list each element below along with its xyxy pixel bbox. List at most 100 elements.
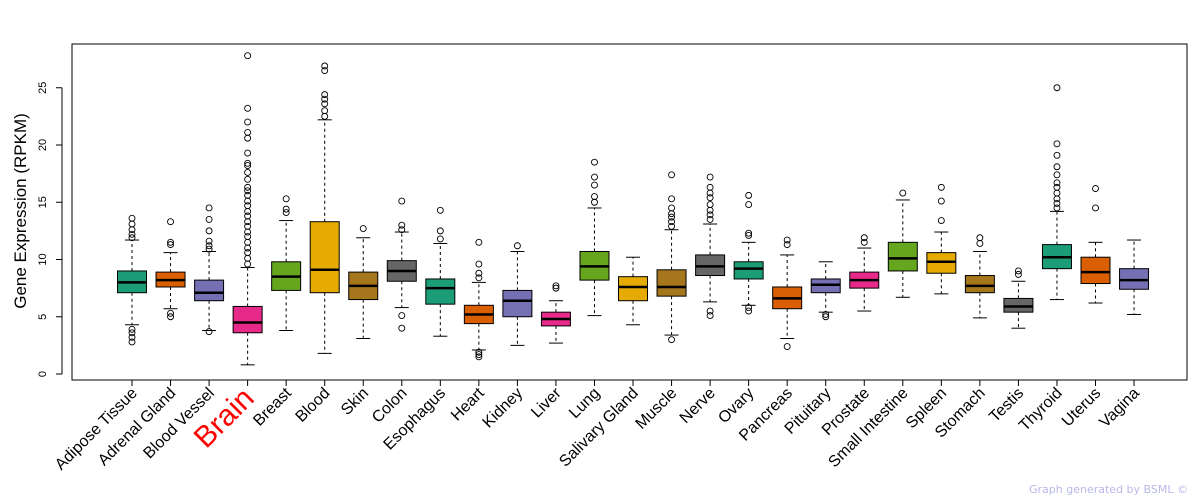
outlier-point	[244, 169, 252, 176]
outlier-point	[398, 221, 406, 229]
outlier-point	[436, 206, 444, 214]
outlier-point	[244, 207, 252, 215]
outlier-point	[244, 134, 252, 142]
y-axis-label: Gene Expression (RPKM)	[11, 113, 30, 309]
iqr-box	[656, 269, 687, 297]
outlier-point	[1053, 171, 1061, 179]
iqr-box	[232, 305, 263, 334]
outlier-point	[205, 245, 213, 253]
outlier-point	[244, 228, 252, 236]
box-small-intestine	[887, 189, 918, 298]
outlier-point	[668, 336, 676, 344]
box-colon	[386, 197, 417, 332]
box-prostate	[849, 234, 880, 312]
outlier-point	[591, 181, 598, 189]
outlier-point	[205, 242, 213, 250]
x-tick-label: Blood	[293, 385, 334, 426]
box-heart	[463, 238, 494, 361]
outlier-point	[668, 218, 676, 226]
outlier-point	[167, 238, 174, 246]
iqr-box	[887, 241, 918, 272]
outlier-point	[128, 226, 136, 234]
outlier-point	[244, 128, 252, 136]
box-lung	[579, 158, 610, 317]
outlier-point	[398, 312, 406, 320]
outlier-point	[244, 244, 252, 252]
outlier-point	[167, 309, 174, 317]
outlier-point	[128, 230, 136, 238]
outlier-point	[706, 183, 714, 191]
iqr-box	[309, 221, 340, 294]
outlier-point	[860, 234, 868, 242]
outlier-point	[976, 234, 984, 242]
box-stomach	[964, 234, 995, 319]
outlier-point	[244, 149, 252, 157]
box-testis	[1003, 267, 1034, 329]
outlier-point	[552, 284, 560, 292]
box-skin	[348, 225, 379, 340]
outlier-point	[128, 338, 136, 346]
box-kidney	[502, 242, 533, 346]
outlier-point	[167, 313, 174, 321]
outlier-point	[244, 254, 252, 262]
outlier-point	[398, 324, 406, 332]
outlier-point	[205, 227, 213, 235]
outlier-point	[1092, 204, 1099, 212]
outlier-point	[706, 201, 714, 208]
outlier-point	[513, 242, 521, 250]
outlier-point	[436, 235, 444, 243]
box-liver	[540, 282, 571, 344]
x-tick-label: Liver	[528, 384, 565, 421]
outlier-point	[783, 241, 791, 249]
outlier-point	[128, 234, 136, 242]
box-salivary-gland	[618, 256, 649, 326]
outlier-point	[1053, 140, 1061, 148]
outlier-point	[244, 183, 252, 191]
outlier-point	[398, 197, 406, 205]
outlier-point	[321, 91, 329, 99]
outlier-point	[128, 220, 136, 228]
outlier-point	[205, 204, 213, 212]
outlier-point	[591, 193, 598, 200]
y-tick-label: 0	[37, 371, 49, 377]
outlier-point	[1053, 204, 1061, 212]
outlier-point	[1014, 270, 1022, 278]
outlier-point	[475, 274, 483, 282]
outlier-point	[822, 313, 830, 321]
outlier-point	[668, 213, 676, 221]
outlier-point	[591, 158, 598, 166]
outlier-point	[706, 215, 714, 223]
y-tick-label: 25	[37, 82, 49, 94]
outlier-point	[244, 197, 252, 205]
box-spleen	[926, 183, 957, 295]
outlier-point	[244, 175, 252, 183]
outlier-point	[822, 311, 830, 318]
x-tick-label: Vagina	[1096, 385, 1142, 431]
outlier-point	[244, 249, 252, 257]
outlier-point	[282, 205, 290, 213]
outlier-point	[128, 333, 136, 341]
outlier-point	[591, 173, 598, 181]
outlier-point	[244, 233, 252, 241]
outlier-point	[860, 238, 868, 246]
y-tick-label: 20	[37, 139, 49, 151]
outlier-point	[167, 218, 174, 226]
box-ovary	[733, 191, 764, 315]
x-tick-label: Skin	[338, 385, 372, 419]
x-tick-label: Thyroid	[1016, 385, 1066, 435]
outlier-point	[359, 225, 367, 233]
outlier-point	[398, 226, 406, 234]
outlier-point	[244, 118, 252, 126]
outlier-point	[436, 227, 444, 235]
outlier-point	[1053, 195, 1061, 203]
outlier-point	[321, 100, 329, 108]
outlier-point	[745, 232, 753, 239]
outlier-point	[244, 260, 252, 268]
outlier-point	[783, 343, 791, 350]
box-muscle	[656, 171, 687, 344]
outlier-point	[205, 328, 213, 336]
y-tick-label: 5	[37, 314, 49, 320]
iqr-box	[618, 276, 649, 302]
